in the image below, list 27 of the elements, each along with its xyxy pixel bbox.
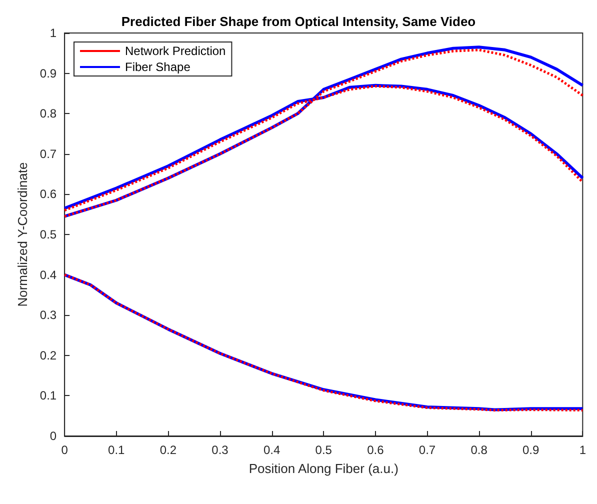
x-tick-label: 0.5	[315, 443, 332, 457]
x-tick-label: 0.7	[418, 443, 436, 457]
chart-title: Predicted Fiber Shape from Optical Intensity, Same Video	[121, 14, 476, 29]
x-tick-label: 0.4	[263, 443, 280, 457]
y-tick-label: 0.8	[40, 106, 57, 121]
x-tick-label: 0	[61, 443, 68, 457]
x-tick-label: 0.8	[470, 443, 488, 457]
legend-label: Fiber Shape	[125, 60, 191, 74]
y-tick-label: 0.2	[40, 348, 57, 362]
x-tick-label: 0.6	[367, 443, 384, 457]
y-tick-label: 0.4	[40, 268, 57, 282]
x-tick-label: 0.3	[212, 443, 229, 457]
y-tick-label: 0.3	[40, 308, 57, 322]
y-tick-label: 0.6	[40, 187, 57, 202]
x-tick-label: 0.2	[160, 443, 177, 457]
y-tick-label: 0.1	[40, 388, 57, 403]
y-tick-label: 0.7	[40, 146, 57, 161]
legend-label: Network Prediction	[125, 44, 226, 58]
y-tick-label: 0.9	[40, 66, 57, 80]
x-tick-label: 0.1	[108, 443, 126, 457]
x-axis-title: Position Along Fiber (a.u.)	[248, 461, 398, 476]
y-tick-label: 1	[50, 26, 57, 40]
x-tick-label: 1	[579, 443, 586, 457]
y-tick-label: 0.5	[40, 228, 57, 242]
x-tick-label: 0.9	[522, 443, 540, 457]
y-axis-title: Normalized Y-Coordinate	[15, 162, 30, 307]
y-tick-label: 0	[50, 429, 57, 443]
